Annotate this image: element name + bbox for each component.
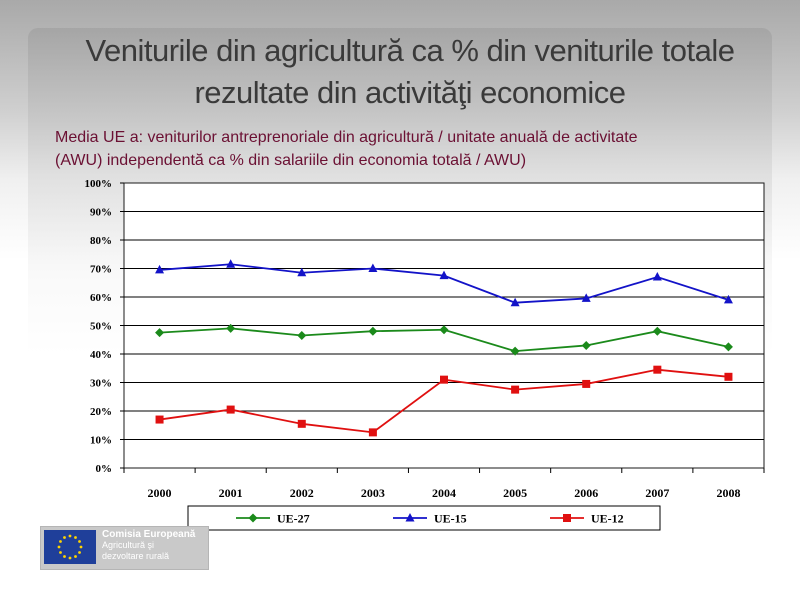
data-point-ue-12 bbox=[368, 428, 377, 437]
x-tick-label: 2000 bbox=[148, 486, 172, 500]
data-point-ue-27 bbox=[226, 323, 236, 333]
title-line-1: Veniturile din agricultură ca % din veni… bbox=[85, 33, 736, 68]
y-tick-label: 0% bbox=[96, 463, 113, 475]
y-tick-label: 90% bbox=[90, 207, 112, 219]
series-ue-12 bbox=[155, 365, 733, 437]
y-tick-label: 80% bbox=[90, 235, 112, 247]
chart-subtitle: Media UE a: veniturilor antreprenoriale … bbox=[55, 126, 795, 172]
legend-label-ue-15: UE-15 bbox=[434, 512, 467, 526]
data-point-ue-15 bbox=[652, 272, 662, 281]
data-point-ue-27 bbox=[723, 342, 733, 352]
star-icon bbox=[59, 540, 62, 543]
legend-label-ue-27: UE-27 bbox=[277, 512, 310, 526]
star-icon bbox=[78, 540, 81, 543]
x-tick-label: 2008 bbox=[716, 486, 740, 500]
data-point-ue-27 bbox=[155, 328, 165, 338]
x-tick-label: 2003 bbox=[361, 486, 385, 500]
legend-marker-ue-15 bbox=[405, 513, 415, 522]
x-tick-label: 2004 bbox=[432, 486, 456, 500]
series-ue-15 bbox=[155, 259, 733, 307]
european-commission-logo: Comisia Europeană Agricultură şi dezvolt… bbox=[40, 526, 209, 570]
data-point-ue-27 bbox=[368, 326, 378, 336]
data-point-ue-15 bbox=[297, 267, 307, 277]
logo-text: Comisia Europeană Agricultură şi dezvolt… bbox=[102, 529, 195, 562]
legend-label-ue-12: UE-12 bbox=[591, 512, 624, 526]
legend-marker-ue-12 bbox=[563, 514, 571, 522]
y-tick-label: 100% bbox=[85, 178, 113, 190]
data-point-ue-15 bbox=[510, 297, 520, 307]
x-tick-label: 2006 bbox=[574, 486, 598, 500]
logo-line-3: dezvoltare rurală bbox=[102, 551, 170, 561]
x-tick-label: 2002 bbox=[290, 486, 314, 500]
star-icon bbox=[74, 555, 77, 558]
y-tick-label: 10% bbox=[90, 435, 112, 447]
star-icon bbox=[57, 545, 61, 549]
data-point-ue-12 bbox=[511, 385, 520, 394]
title-line-2: rezultate din activităţi economice bbox=[194, 75, 626, 110]
y-tick-label: 30% bbox=[90, 378, 112, 390]
data-point-ue-12 bbox=[226, 405, 235, 414]
x-tick-label: 2001 bbox=[219, 486, 243, 500]
data-point-ue-12 bbox=[440, 375, 448, 384]
x-tick-label: 2007 bbox=[645, 486, 669, 500]
x-tick-label: 2005 bbox=[503, 486, 527, 500]
y-tick-label: 70% bbox=[90, 264, 112, 276]
y-tick-label: 40% bbox=[90, 349, 112, 361]
data-point-ue-27 bbox=[510, 346, 520, 356]
data-point-ue-15 bbox=[439, 270, 449, 280]
logo-line-1: Comisia Europeană bbox=[102, 529, 196, 540]
data-point-ue-27 bbox=[297, 330, 307, 340]
data-point-ue-27 bbox=[581, 340, 591, 350]
logo-line-2: Agricultură şi bbox=[102, 540, 155, 550]
star-icon bbox=[59, 551, 62, 554]
star-icon bbox=[78, 551, 81, 554]
legend: UE-27 UE-15 UE-12 bbox=[187, 505, 661, 531]
data-point-ue-15 bbox=[368, 263, 378, 272]
data-point-ue-27 bbox=[652, 326, 662, 336]
data-point-ue-15 bbox=[581, 293, 591, 302]
y-tick-label: 60% bbox=[90, 292, 112, 304]
star-icon bbox=[79, 545, 83, 549]
star-icon bbox=[63, 555, 66, 558]
star-icon bbox=[63, 536, 66, 539]
star-icon bbox=[74, 536, 77, 539]
star-icon bbox=[68, 534, 72, 538]
data-point-ue-15 bbox=[226, 259, 236, 268]
legend-marker-ue-27 bbox=[248, 513, 258, 523]
slide-title: Veniturile din agricultură ca % din veni… bbox=[30, 30, 790, 114]
data-point-ue-12 bbox=[155, 415, 164, 424]
data-point-ue-15 bbox=[723, 294, 733, 304]
data-point-ue-12 bbox=[582, 379, 591, 388]
eu-flag-icon bbox=[44, 530, 96, 564]
data-point-ue-12 bbox=[653, 365, 662, 374]
series-ue-27 bbox=[155, 323, 733, 356]
y-tick-label: 50% bbox=[90, 321, 112, 333]
star-icon bbox=[68, 556, 72, 560]
data-point-ue-12 bbox=[724, 372, 733, 381]
data-point-ue-27 bbox=[439, 325, 449, 335]
subtitle-line-1: Media UE a: veniturilor antreprenoriale … bbox=[55, 129, 638, 146]
y-tick-label: 20% bbox=[90, 406, 112, 418]
subtitle-line-2: (AWU) independentă ca % din salariile di… bbox=[55, 152, 527, 169]
data-point-ue-15 bbox=[155, 264, 165, 274]
data-point-ue-12 bbox=[297, 419, 306, 428]
